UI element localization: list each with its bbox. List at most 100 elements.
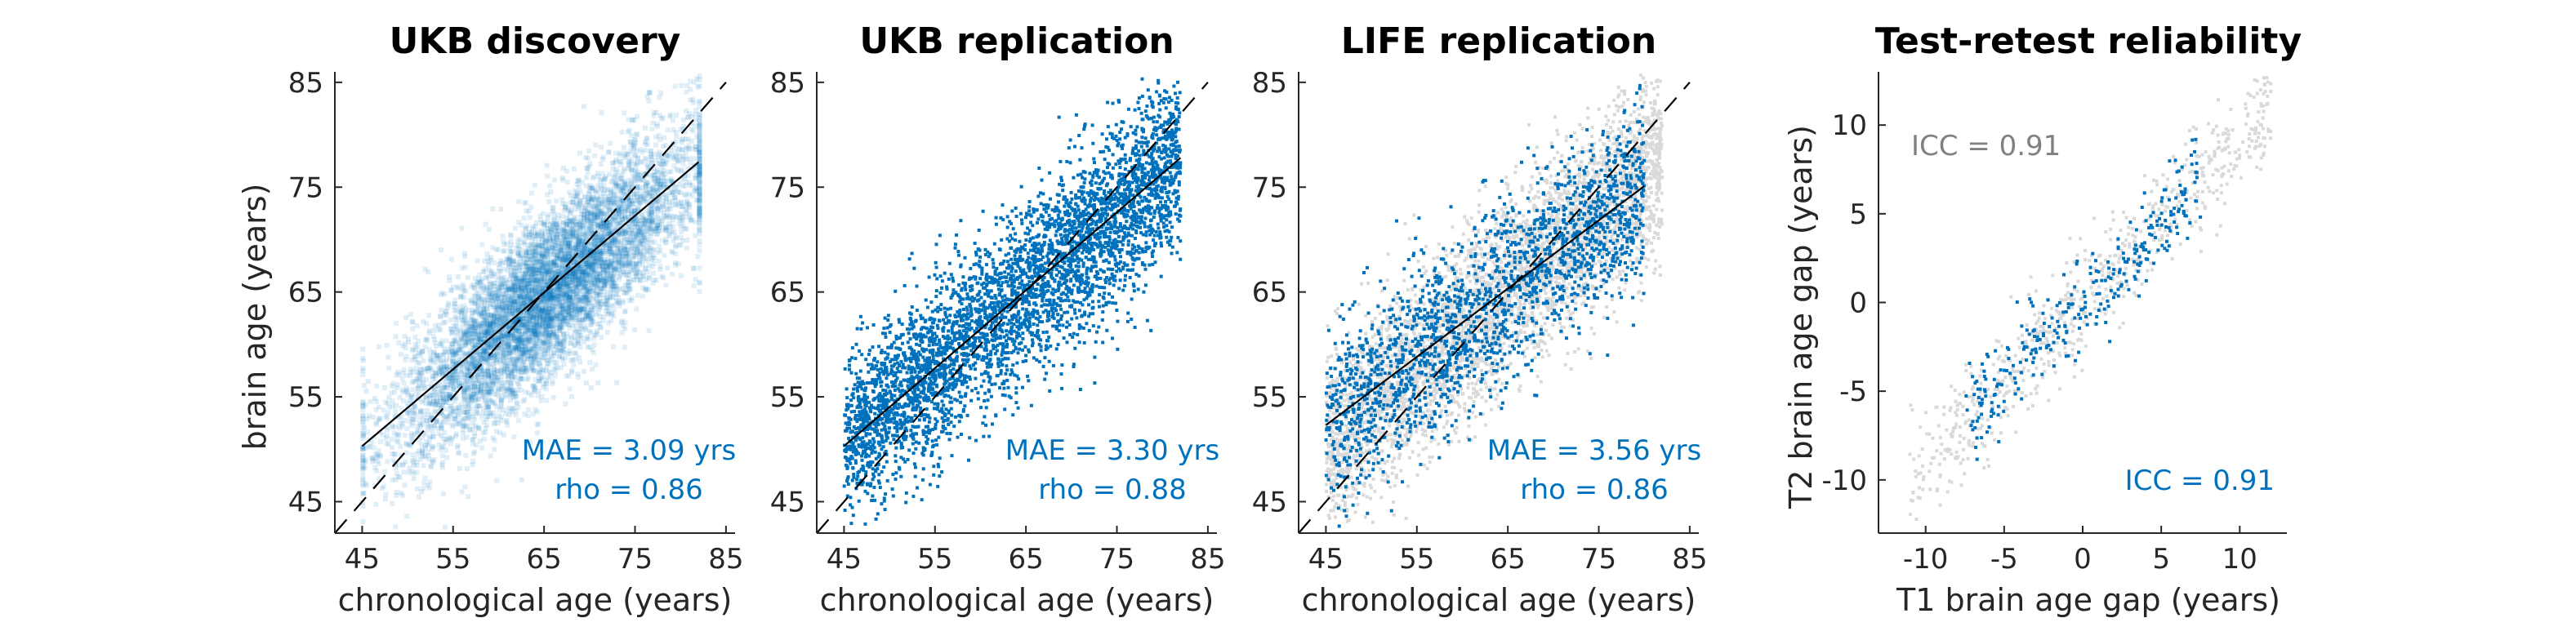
- data-point: [679, 140, 684, 145]
- data-point: [523, 298, 528, 304]
- data-point: [577, 150, 582, 156]
- data-point: [548, 189, 554, 194]
- data-point: [471, 343, 477, 349]
- data-point: [376, 344, 381, 349]
- data-point: [591, 222, 596, 228]
- data-point: [543, 293, 549, 299]
- data-point: [537, 213, 543, 219]
- data-point: [393, 334, 399, 340]
- data-point: [682, 214, 688, 220]
- data-point: [691, 156, 697, 162]
- data-point: [475, 342, 481, 348]
- data-point: [644, 141, 650, 147]
- data-point: [630, 220, 635, 226]
- data-point: [556, 216, 562, 222]
- data-point: [534, 319, 540, 325]
- data-point: [622, 228, 627, 233]
- data-point: [506, 385, 511, 391]
- data-point: [671, 189, 676, 195]
- data-point: [462, 484, 468, 490]
- data-point: [564, 219, 569, 225]
- data-point: [604, 234, 609, 239]
- data-point: [564, 281, 568, 287]
- data-point: [514, 393, 519, 398]
- data-point: [626, 279, 631, 285]
- data-point: [592, 249, 598, 255]
- data-point: [486, 382, 492, 388]
- data-point: [433, 392, 438, 397]
- data-point: [530, 314, 536, 320]
- data-point: [572, 262, 577, 268]
- data-point: [360, 453, 366, 459]
- data-point: [527, 325, 533, 330]
- data-point: [464, 363, 470, 369]
- data-point: [567, 251, 573, 256]
- data-point: [508, 250, 514, 256]
- data-point: [484, 311, 490, 317]
- data-point: [628, 210, 634, 216]
- data-point: [486, 345, 492, 351]
- data-point: [393, 524, 399, 530]
- data-point: [436, 367, 442, 372]
- data-point: [439, 247, 443, 253]
- data-point: [550, 307, 556, 313]
- data-point: [559, 197, 565, 202]
- data-point: [410, 319, 416, 325]
- data-point: [646, 275, 652, 281]
- data-point: [385, 459, 390, 465]
- data-point: [499, 300, 505, 305]
- data-point: [571, 166, 577, 171]
- data-point: [593, 142, 599, 148]
- data-point: [533, 290, 538, 296]
- data-point: [415, 385, 421, 391]
- data-point: [623, 245, 629, 251]
- data-point: [394, 321, 399, 327]
- data-point: [564, 309, 569, 314]
- data-point: [373, 407, 379, 412]
- data-point: [540, 243, 546, 249]
- data-point: [472, 366, 478, 371]
- data-point: [569, 394, 575, 399]
- data-point: [554, 233, 559, 239]
- data-point: [597, 250, 603, 255]
- data-point: [406, 336, 411, 342]
- data-point: [697, 77, 702, 82]
- data-point: [533, 331, 538, 336]
- data-point: [449, 328, 455, 334]
- data-point: [486, 402, 492, 408]
- data-point: [510, 282, 516, 288]
- data-point: [384, 343, 390, 348]
- data-point: [586, 148, 591, 153]
- data-point: [524, 250, 529, 256]
- data-point: [513, 284, 519, 289]
- data-point: [575, 229, 581, 235]
- data-point: [529, 302, 534, 308]
- data-point: [467, 401, 473, 407]
- data-point: [584, 247, 590, 252]
- data-point: [397, 425, 403, 431]
- data-point: [576, 178, 582, 184]
- data-point: [624, 181, 630, 187]
- data-point: [619, 130, 625, 135]
- data-point: [501, 248, 506, 254]
- data-point: [627, 157, 632, 162]
- data-point: [518, 251, 524, 257]
- data-point: [697, 191, 702, 197]
- data-point: [573, 244, 579, 250]
- data-point: [568, 295, 573, 300]
- data-point: [618, 272, 623, 278]
- data-point: [526, 407, 532, 412]
- data-point: [632, 168, 638, 174]
- data-point: [577, 359, 583, 365]
- data-point: [568, 219, 574, 225]
- data-point: [655, 177, 661, 182]
- data-point: [629, 211, 635, 216]
- data-point: [426, 347, 432, 353]
- data-point: [492, 260, 497, 265]
- data-point: [595, 380, 601, 385]
- data-point: [500, 233, 506, 239]
- data-point: [594, 284, 599, 290]
- data-point: [567, 251, 572, 257]
- data-point: [426, 485, 432, 491]
- data-point: [617, 259, 622, 265]
